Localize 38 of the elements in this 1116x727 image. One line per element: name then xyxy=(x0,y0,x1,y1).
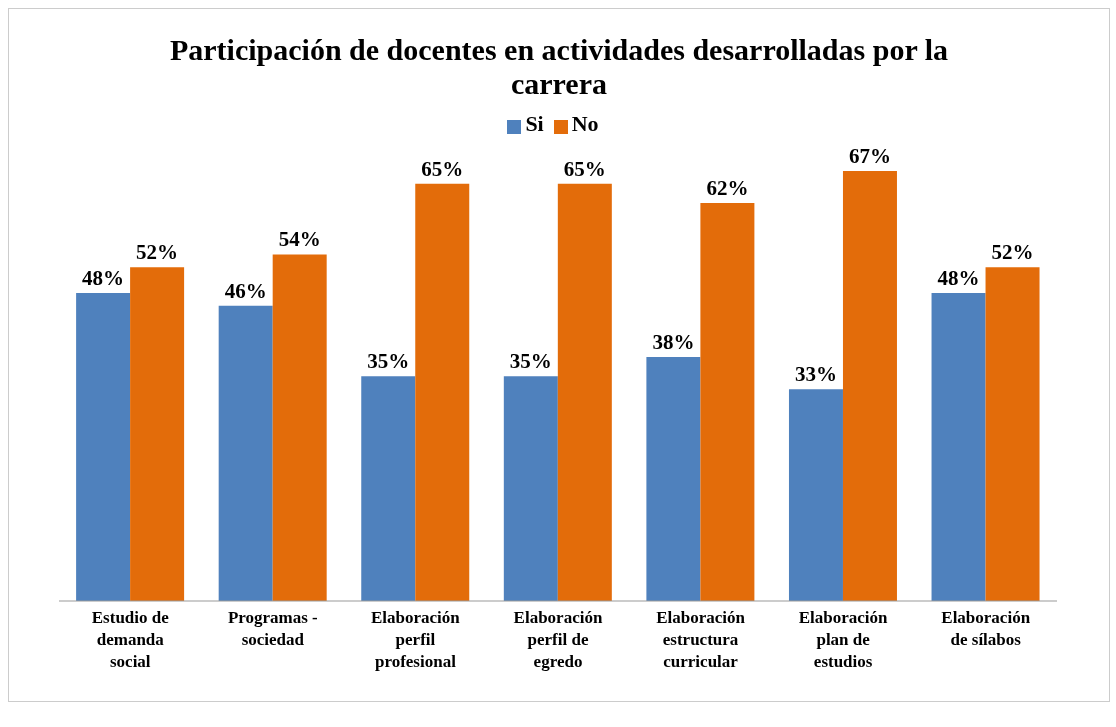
chart-title: Participación de docentes en actividades desarrolladas por la carrera xyxy=(168,32,949,101)
bar xyxy=(272,254,327,601)
bar xyxy=(130,267,185,601)
x-tick-label: Programas - sociedad xyxy=(227,608,319,649)
bar xyxy=(985,267,1040,601)
data-label: 65% xyxy=(421,156,464,181)
data-label: 54% xyxy=(278,227,321,252)
bar xyxy=(557,183,612,601)
x-tick-label: Elaboración perfil de egredo xyxy=(513,608,603,671)
bar xyxy=(646,357,701,601)
bar xyxy=(415,183,470,601)
data-label: 62% xyxy=(706,176,749,201)
data-label: 35% xyxy=(367,349,410,374)
bar xyxy=(361,376,416,601)
data-label: 52% xyxy=(136,240,179,265)
bar xyxy=(788,389,843,601)
legend-label: Si xyxy=(525,111,544,136)
x-tick-label: Elaboración estructura curricular xyxy=(656,608,746,671)
data-label: 38% xyxy=(652,330,695,355)
data-label: 65% xyxy=(563,156,606,181)
data-label: 48% xyxy=(937,265,980,290)
data-label: 48% xyxy=(82,265,125,290)
x-tick-label: Elaboración de sílabos xyxy=(941,608,1031,649)
data-label: 52% xyxy=(991,240,1034,265)
data-label: 33% xyxy=(794,362,837,387)
x-tick-label: Estudio de demanda social xyxy=(91,608,170,671)
bar xyxy=(76,292,131,601)
data-label: 35% xyxy=(509,349,552,374)
bar xyxy=(931,292,986,601)
x-tick-label: Elaboración plan de estudios xyxy=(798,608,889,671)
bar xyxy=(842,171,897,601)
data-label: 46% xyxy=(224,278,267,303)
bar xyxy=(503,376,558,601)
x-tick-label: Elaboración perfil profesional xyxy=(371,608,461,671)
bar xyxy=(218,305,273,601)
legend-label: No xyxy=(571,111,599,136)
data-label: 67% xyxy=(848,144,891,168)
bar xyxy=(700,203,755,601)
